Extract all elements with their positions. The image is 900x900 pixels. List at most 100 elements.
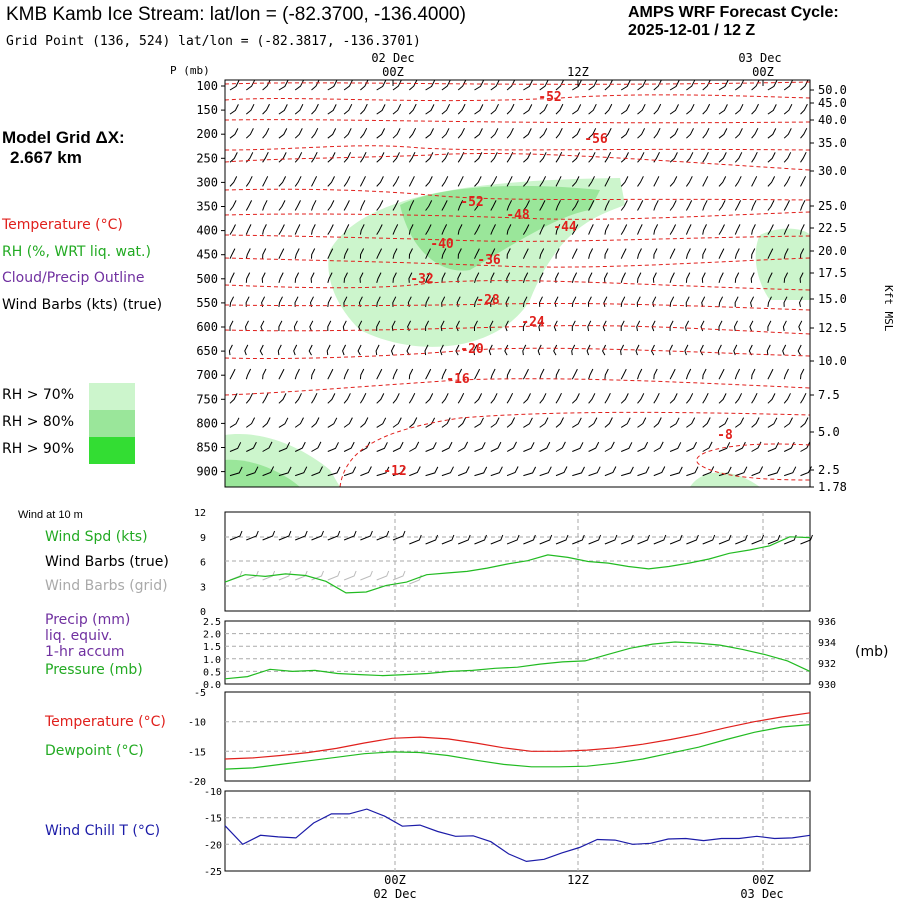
wind-barb [767, 200, 775, 211]
wind-barb [522, 272, 529, 283]
wind-barb [278, 176, 287, 187]
wind-barb [506, 368, 511, 380]
wind-barb [751, 368, 756, 380]
wind-barb [359, 392, 367, 404]
wind-barb [539, 176, 547, 187]
wind-barb [294, 393, 302, 404]
wind-barb [425, 296, 430, 307]
wind-barb [327, 80, 338, 91]
legend-precip-liq: liq. equiv. [45, 628, 113, 644]
legend-pressure: Pressure (mb) [45, 662, 143, 678]
wind-barb [278, 272, 284, 283]
legend-cloud: Cloud/Precip Outline [2, 270, 145, 286]
wind-barb [767, 272, 773, 283]
wind-barb [800, 441, 811, 452]
wind-barb-surface [360, 530, 373, 541]
wind-barb [718, 417, 729, 428]
wind-barb [293, 320, 298, 332]
temperature-contour-label: -56 [584, 132, 608, 147]
wind-barb [604, 392, 611, 404]
wind-barb [376, 152, 385, 163]
temperature-contour [224, 257, 811, 268]
wind-barb [343, 103, 353, 115]
wind-barb [572, 442, 584, 452]
pressure-tick-label: 500 [196, 272, 218, 286]
wind-barb [751, 200, 757, 211]
wind-barb [441, 200, 448, 211]
wind-barb-grid [327, 570, 341, 581]
wind-barb [604, 127, 612, 139]
wind-barb [555, 176, 562, 187]
height-tick-label: 22.5 [818, 221, 847, 235]
wind-barb [604, 176, 611, 187]
temperature-tick-label: -20 [188, 777, 206, 788]
wind-barb [506, 79, 516, 91]
wind-barb [408, 151, 416, 163]
wind-barb [392, 441, 404, 452]
wind-barb [474, 224, 481, 235]
wind-barb [425, 152, 434, 163]
height-axis-label: Kft MSL [882, 285, 895, 332]
wind-barb [343, 368, 349, 380]
wind-barb [800, 127, 808, 139]
wind-barb [734, 200, 742, 211]
legend-wind-barbs: Wind Barbs (kts) (true) [2, 297, 163, 313]
legend-wind-barbs-grid: Wind Barbs (grid) [45, 578, 168, 594]
wind-barb [620, 104, 631, 115]
pressure-tick-label: 650 [196, 344, 218, 358]
top-tick-00z-2: 00Z [752, 65, 774, 79]
wind-barb [229, 296, 235, 307]
wind-barb [686, 79, 696, 91]
wind-barb [261, 272, 266, 283]
wind-barb-grid [376, 570, 390, 581]
wind-barb [718, 80, 729, 91]
wind-barb [228, 344, 233, 356]
wind-barb [637, 103, 646, 115]
wind-barb [359, 272, 364, 283]
wind-barb [408, 103, 417, 115]
wind-barb [376, 368, 383, 380]
wind-barb [539, 466, 552, 477]
wind-barb [343, 128, 352, 139]
wind-barb [669, 224, 677, 235]
wind-barb [767, 442, 780, 452]
wind-barb [751, 127, 759, 139]
wind-barb [376, 393, 385, 404]
wind-speed-tick-label: 6 [200, 558, 206, 569]
pressure-tick-label: 300 [196, 175, 218, 189]
wind-barb [522, 296, 528, 307]
wind-barb-surface [343, 530, 357, 541]
wind-barb [669, 152, 678, 163]
wind-barb [718, 320, 723, 331]
wind-barb [311, 224, 316, 235]
wind-barb [637, 152, 645, 163]
wind-barb [784, 466, 797, 477]
wind-barb [783, 393, 791, 404]
wind-barb [376, 320, 381, 331]
wind-barb-surface [686, 534, 699, 545]
wind-barb [620, 296, 626, 307]
precip-pressure-panel-frame [224, 620, 811, 685]
wind-barb [311, 127, 319, 139]
wind-barb [474, 176, 482, 187]
wind-barb [653, 151, 660, 163]
wind-barb [327, 104, 337, 115]
windchill-tick-label: -10 [204, 787, 222, 798]
temperature-contour [224, 347, 811, 360]
wind-barb [701, 296, 706, 308]
rh-level-80: RH > 80% [2, 414, 75, 430]
temperature-contour-label: -28 [476, 293, 500, 308]
wind-barb [637, 128, 646, 139]
wind-barb-surface [295, 530, 308, 541]
wind-barb [392, 296, 397, 307]
wind-barb [408, 79, 418, 91]
wind-barb [506, 224, 512, 235]
wind-barb-surface [767, 534, 781, 545]
wind-barb [620, 368, 627, 380]
wind-barb [425, 368, 432, 380]
wind-barb [783, 248, 789, 259]
wind-barb [441, 417, 451, 428]
wind-barb [229, 442, 242, 452]
wind-barb [685, 248, 691, 259]
wind-barb [441, 79, 451, 91]
